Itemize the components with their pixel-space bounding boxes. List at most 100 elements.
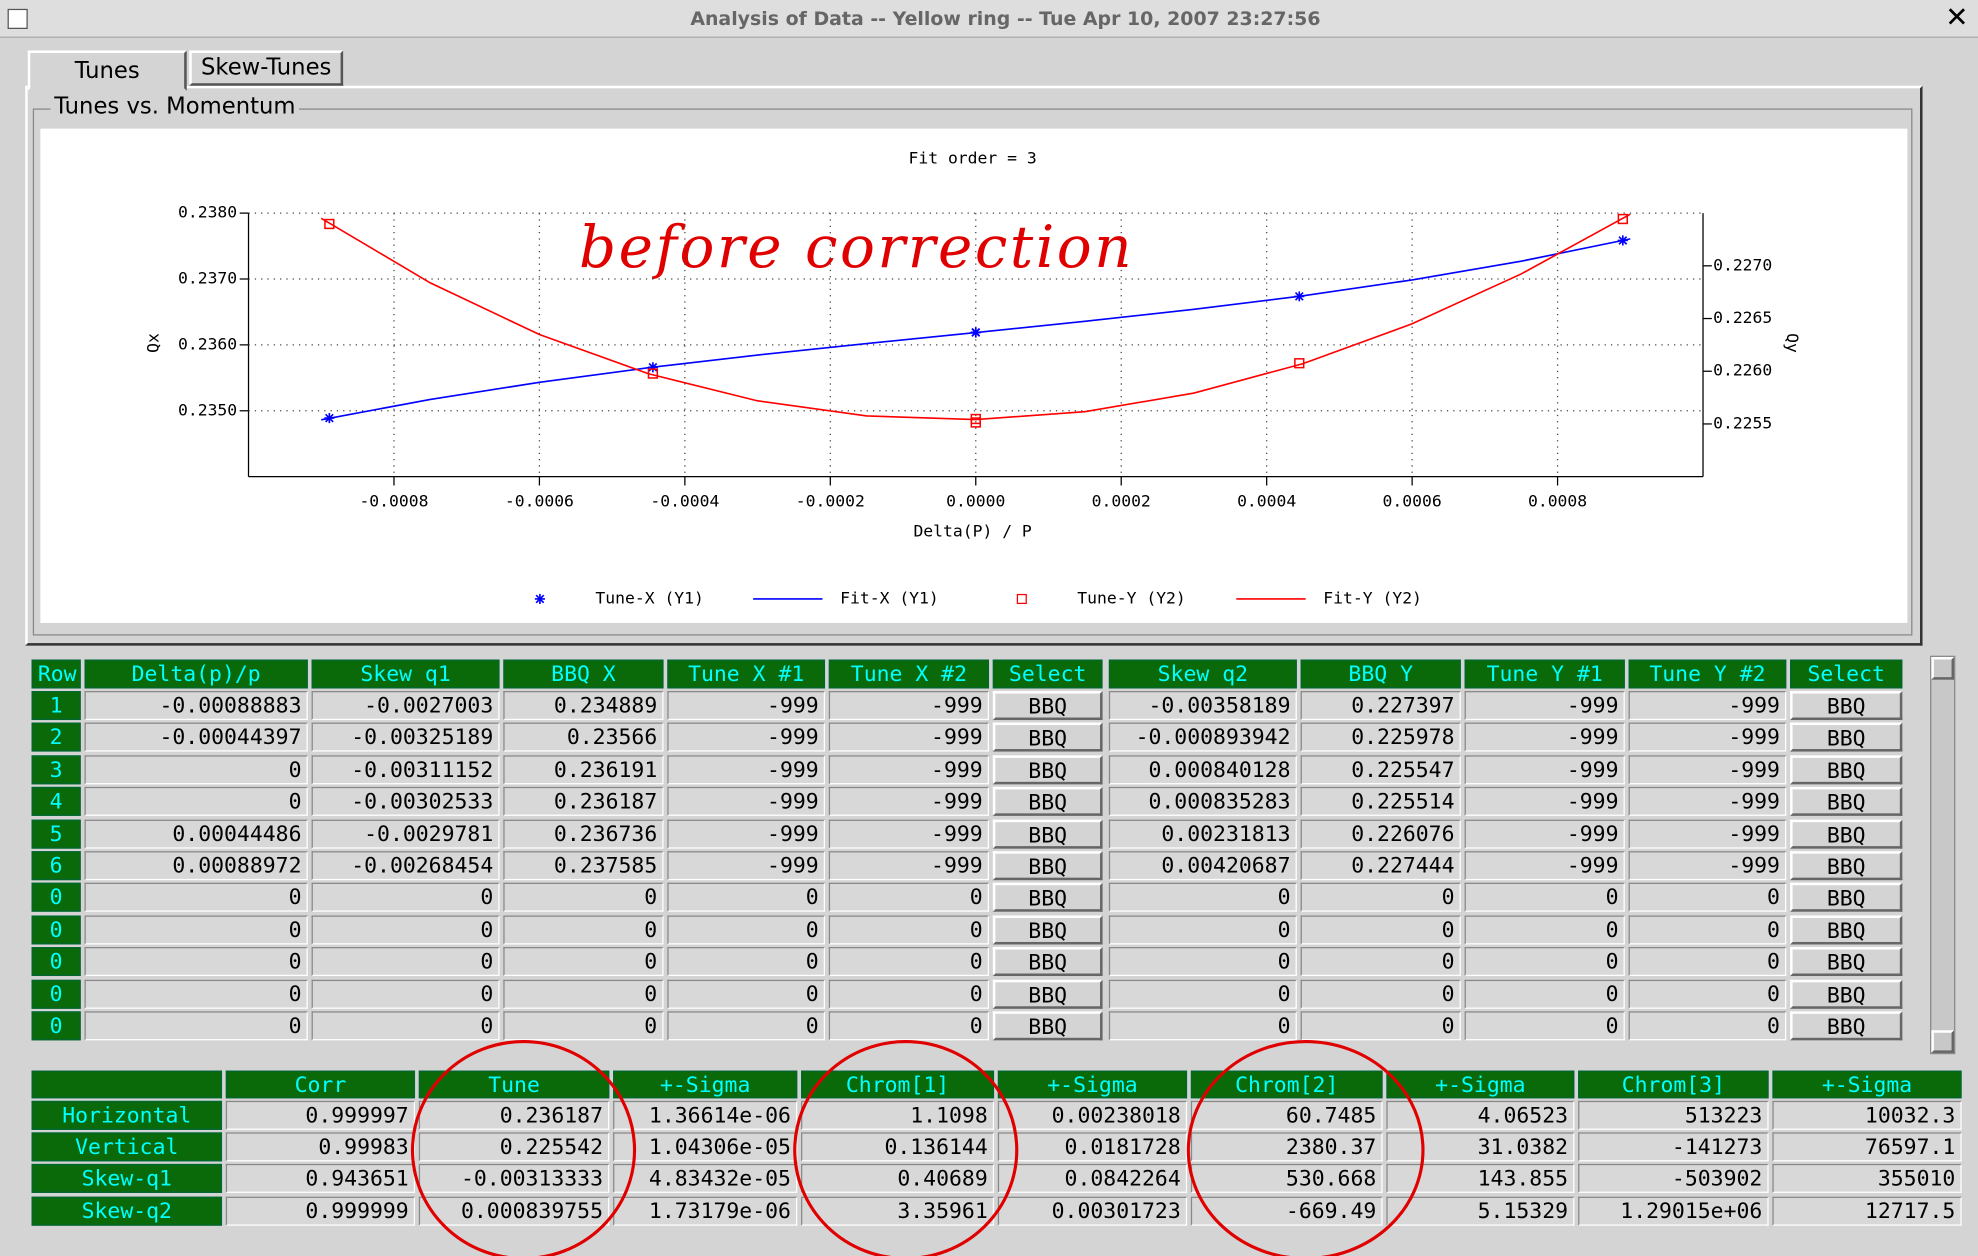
result-cell: 0.00238018 <box>997 1100 1188 1130</box>
group-title: Tunes vs. Momentum <box>50 93 300 120</box>
window-menu-box[interactable] <box>7 8 28 30</box>
result-cell: 0.236187 <box>418 1100 610 1130</box>
column-header: +-Sigma <box>997 1070 1188 1099</box>
result-cell: 2380.37 <box>1190 1132 1383 1162</box>
select-button[interactable]: BBQ <box>1790 819 1903 849</box>
select-button[interactable]: BBQ <box>992 1011 1103 1041</box>
result-cell: 143.855 <box>1386 1164 1575 1194</box>
row-header: 0 <box>31 979 81 1009</box>
tab[interactable]: Tunes <box>27 50 187 91</box>
result-cell: 0.136144 <box>801 1132 995 1162</box>
table-cell: -999 <box>828 755 990 785</box>
table-cell: -999 <box>1464 691 1625 721</box>
column-header: Tune Y #2 <box>1628 659 1787 689</box>
select-button[interactable]: BBQ <box>992 915 1103 945</box>
select-button[interactable]: BBQ <box>1790 1011 1903 1041</box>
select-button[interactable]: BBQ <box>992 979 1103 1009</box>
row-header: Vertical <box>31 1132 223 1162</box>
table-cell: 0 <box>84 755 308 785</box>
table-cell: 0 <box>311 979 500 1009</box>
table-cell: 0 <box>828 947 990 977</box>
table-cell: 0 <box>1464 883 1625 913</box>
column-header: Delta(p)/p <box>84 659 308 689</box>
row-header: 0 <box>31 883 81 913</box>
select-button[interactable]: BBQ <box>1790 915 1903 945</box>
column-header: BBQ Y <box>1300 659 1461 689</box>
result-cell: 4.83432e-05 <box>613 1164 798 1194</box>
plot-background <box>40 128 1908 623</box>
scroll-down[interactable] <box>1931 1030 1955 1053</box>
table-cell: 0 <box>503 979 664 1009</box>
fit-line <box>321 238 1631 421</box>
row-header: 6 <box>31 851 81 881</box>
table-cell: 0 <box>1628 979 1787 1009</box>
select-button[interactable]: BBQ <box>1790 947 1903 977</box>
table-cell: -0.00358189 <box>1108 691 1297 721</box>
legend-marker <box>1016 593 1027 605</box>
table-cell: -999 <box>667 755 826 785</box>
column-header: Tune X #1 <box>667 659 826 689</box>
table-cell: -999 <box>667 851 826 881</box>
row-header: Skew-q1 <box>31 1164 223 1194</box>
table-cell: 0 <box>1300 883 1461 913</box>
result-cell: 1.73179e-06 <box>613 1196 798 1226</box>
select-button[interactable]: BBQ <box>992 851 1103 881</box>
table-cell: 0 <box>1300 947 1461 977</box>
column-header: Corr <box>225 1070 416 1099</box>
row-header: 3 <box>31 755 81 785</box>
select-button[interactable]: BBQ <box>992 883 1103 913</box>
close-button[interactable]: ✕ <box>1945 2 1969 35</box>
table-cell: 0.236187 <box>503 787 664 817</box>
scrollbar[interactable] <box>1930 655 1956 1055</box>
select-button[interactable]: BBQ <box>1790 851 1903 881</box>
table-cell: 0 <box>311 1011 500 1041</box>
x-tick-label: -0.0006 <box>505 491 574 510</box>
select-button[interactable]: BBQ <box>992 723 1103 753</box>
select-button[interactable]: BBQ <box>1790 755 1903 785</box>
x-tick-label: 0.0002 <box>1092 491 1151 510</box>
table-cell: -999 <box>667 787 826 817</box>
result-cell: -141273 <box>1578 1132 1769 1162</box>
x-tick-label: 0.0004 <box>1237 491 1296 510</box>
y2-tick-label: 0.2260 <box>1713 361 1772 380</box>
table-cell: 0 <box>1108 1011 1297 1041</box>
result-cell: 3.35961 <box>801 1196 995 1226</box>
select-button[interactable]: BBQ <box>992 819 1103 849</box>
select-button[interactable]: BBQ <box>1790 691 1903 721</box>
table-cell: 0.236736 <box>503 819 664 849</box>
table-cell: 0 <box>1108 883 1297 913</box>
table-cell: 0 <box>311 947 500 977</box>
table-cell: 0.226076 <box>1300 819 1461 849</box>
table-cell: 0 <box>1300 1011 1461 1041</box>
select-button[interactable]: BBQ <box>992 947 1103 977</box>
result-cell: -0.00313333 <box>418 1164 610 1194</box>
table-cell: 0 <box>1464 979 1625 1009</box>
table-cell: -0.00311152 <box>311 755 500 785</box>
table-cell: -999 <box>1464 723 1625 753</box>
result-cell: -503902 <box>1578 1164 1769 1194</box>
tab[interactable]: Skew-Tunes <box>189 50 344 86</box>
table-cell: 0.234889 <box>503 691 664 721</box>
row-header: 1 <box>31 691 81 721</box>
select-button[interactable]: BBQ <box>1790 979 1903 1009</box>
select-button[interactable]: BBQ <box>992 787 1103 817</box>
table-cell: 0 <box>503 915 664 945</box>
tab-panel <box>25 85 1923 646</box>
table-cell: 0 <box>828 883 990 913</box>
result-cell: 60.7485 <box>1190 1100 1383 1130</box>
select-button[interactable]: BBQ <box>992 755 1103 785</box>
select-button[interactable]: BBQ <box>1790 723 1903 753</box>
select-button[interactable]: BBQ <box>1790 883 1903 913</box>
x-tick-label: 0.0000 <box>946 491 1005 510</box>
select-button[interactable]: BBQ <box>1790 787 1903 817</box>
y-axis-label: Qx <box>143 333 162 353</box>
select-button[interactable]: BBQ <box>992 691 1103 721</box>
result-cell: 0.0842264 <box>997 1164 1188 1194</box>
table-cell: -999 <box>1628 691 1787 721</box>
column-header: Tune <box>418 1070 610 1099</box>
column-header: +-Sigma <box>1772 1070 1962 1099</box>
scroll-up[interactable] <box>1931 656 1955 680</box>
table-cell: 0 <box>84 915 308 945</box>
table-cell: -999 <box>828 787 990 817</box>
